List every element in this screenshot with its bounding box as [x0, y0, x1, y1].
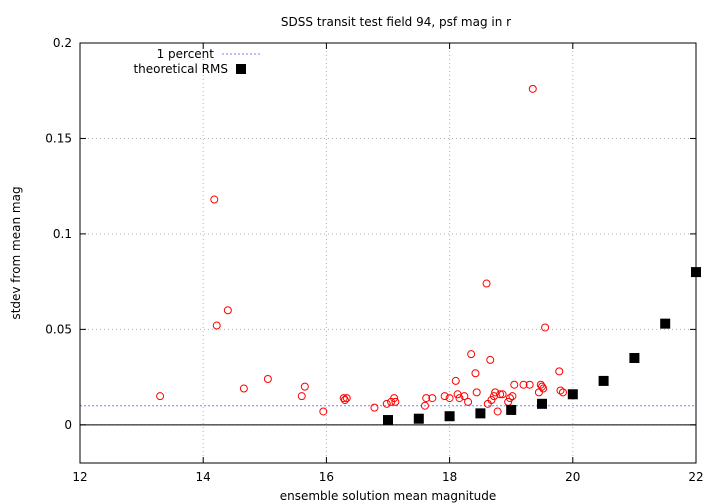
- data-point-circle: [428, 394, 437, 403]
- data-point-circle: [541, 323, 550, 332]
- x-tick-label: 12: [72, 470, 87, 484]
- chart-title: SDSS transit test field 94, psf mag in r: [281, 15, 511, 29]
- data-point-circle: [464, 397, 473, 406]
- data-point-circle: [422, 394, 431, 403]
- data-point-circle: [390, 394, 399, 403]
- data-point-square: [475, 408, 486, 419]
- data-point-square: [506, 404, 517, 415]
- data-point-circle: [263, 375, 272, 383]
- data-point-square: [413, 413, 424, 424]
- data-point-circle: [391, 397, 400, 406]
- axis-ticks: [79, 42, 697, 463]
- x-tick-label: 16: [319, 470, 334, 484]
- x-tick-label: 20: [565, 470, 580, 484]
- data-point-circle: [239, 384, 248, 393]
- data-point-circle: [212, 321, 221, 330]
- data-point-square: [567, 389, 578, 400]
- x-tick-label: 18: [442, 470, 457, 484]
- x-tick-label: 22: [688, 470, 703, 484]
- legend-marker-theoretical-rms: [236, 64, 246, 74]
- legend-label-theoretical-rms: theoretical RMS: [133, 62, 228, 76]
- y-axis-label: stdev from mean mag: [9, 186, 23, 319]
- series-group: [156, 84, 701, 426]
- y-tick-label: 0: [64, 418, 72, 432]
- data-point-circle: [342, 394, 351, 403]
- data-point-circle: [297, 392, 306, 401]
- y-tick-label: 0.2: [53, 36, 72, 50]
- data-point-circle: [510, 380, 519, 389]
- legend: 1 percent theoretical RMS: [133, 47, 260, 76]
- data-point-circle: [472, 388, 481, 397]
- data-point-circle: [508, 392, 517, 401]
- data-point-square: [537, 398, 547, 409]
- data-point-circle: [467, 350, 476, 359]
- data-point-square: [598, 375, 609, 386]
- y-tick-label: 0.05: [45, 322, 72, 336]
- data-point-circle: [493, 407, 502, 416]
- data-point-circle: [528, 84, 537, 93]
- data-point-circle: [440, 392, 449, 401]
- data-point-circle: [496, 390, 505, 399]
- data-point-circle: [486, 355, 495, 364]
- data-point-circle: [538, 382, 546, 391]
- x-tick-label: 14: [196, 470, 211, 484]
- data-point-circle: [382, 399, 391, 408]
- data-point-circle: [340, 396, 349, 404]
- data-point-circle: [455, 394, 464, 403]
- data-point-circle: [460, 392, 469, 401]
- data-point-circle: [156, 392, 165, 401]
- data-point-circle: [471, 369, 480, 378]
- data-point-circle: [505, 394, 514, 403]
- data-point-circle: [556, 386, 565, 395]
- data-point-circle: [491, 388, 500, 397]
- data-point-circle: [525, 380, 534, 389]
- plot-frame: [79, 42, 697, 464]
- x-axis-label: ensemble solution mean magnitude: [280, 489, 497, 503]
- axis-tick-labels: 12 14 16 18 20 22 0 0.05 0.1 0.15 0.2: [45, 36, 703, 484]
- data-point-square: [629, 353, 640, 363]
- y-tick-label: 0.1: [53, 227, 72, 241]
- data-point-circle: [482, 279, 491, 288]
- data-point-circle: [498, 390, 507, 399]
- data-point-circle: [558, 388, 567, 397]
- y-tick-label: 0.15: [45, 131, 72, 145]
- data-point-square: [660, 318, 671, 329]
- data-point-circle: [370, 403, 379, 412]
- data-point-square: [444, 411, 455, 422]
- data-point-circle: [445, 394, 454, 403]
- data-point-circle: [300, 382, 309, 391]
- data-point-square: [383, 415, 393, 426]
- data-point-circle: [420, 401, 429, 410]
- data-point-circle: [555, 367, 564, 376]
- data-point-circle: [223, 306, 232, 315]
- data-point-circle: [519, 380, 528, 389]
- data-point-circle: [210, 195, 219, 204]
- data-point-circle: [319, 407, 328, 416]
- legend-label-1-percent: 1 percent: [157, 47, 215, 61]
- data-point-circle: [539, 384, 548, 393]
- data-point-circle: [339, 394, 348, 403]
- data-point-circle: [451, 376, 460, 385]
